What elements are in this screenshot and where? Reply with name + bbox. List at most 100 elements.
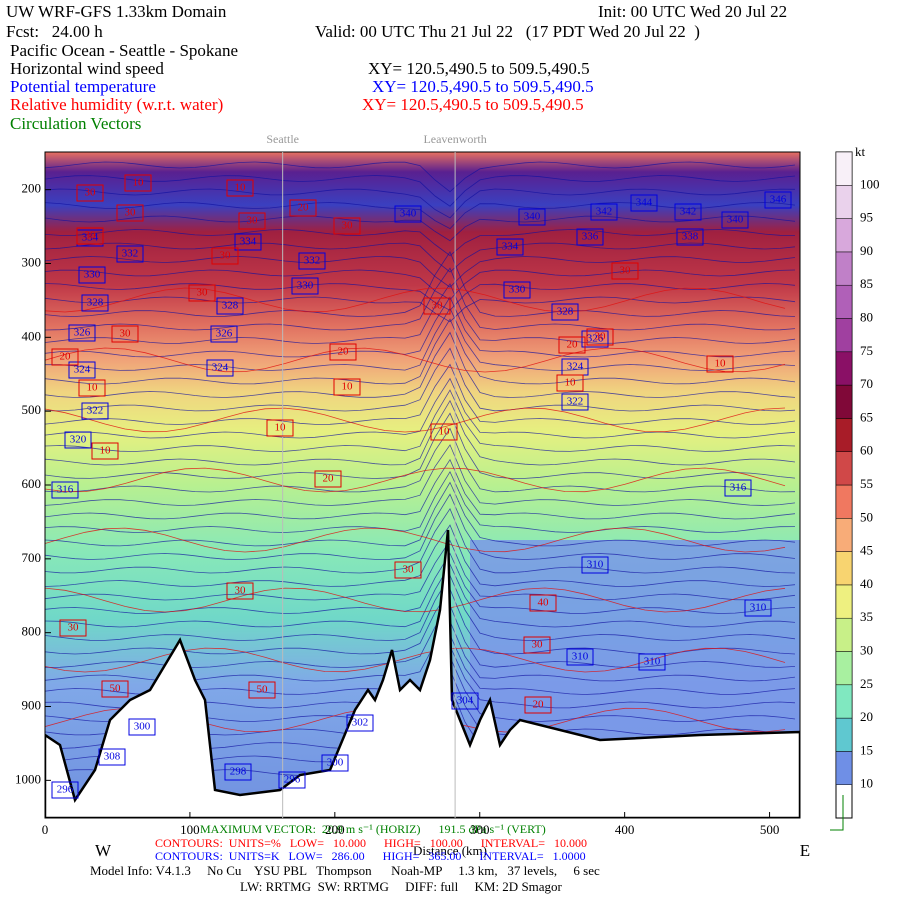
rh-isoline	[45, 647, 786, 673]
theta-label-box	[496, 238, 524, 256]
field-name: Potential temperature	[10, 77, 156, 96]
rh-isoline	[45, 287, 786, 313]
colorbar-box	[835, 351, 853, 386]
theta-label-box	[566, 648, 594, 666]
rh-label: 30	[120, 328, 132, 340]
west-label: W	[95, 841, 112, 860]
isoline	[45, 412, 796, 479]
isoline	[45, 307, 796, 371]
colorbar-label: 40	[860, 576, 873, 591]
isoline	[45, 444, 796, 506]
rh-label-box	[529, 594, 557, 612]
isoline	[45, 574, 796, 641]
colorbar-box	[835, 651, 853, 686]
rh-label: 10	[565, 377, 577, 389]
theta-label: 344	[636, 197, 653, 209]
colorbar-label: 55	[860, 476, 873, 491]
isoline	[45, 283, 796, 344]
rh-isoline	[45, 587, 786, 613]
rh-label: 20	[323, 473, 335, 485]
rh-label-box	[76, 184, 104, 202]
y-tick-label: 700	[22, 550, 42, 565]
colorbar-label: 15	[860, 742, 873, 757]
rh-label-box	[188, 284, 216, 302]
model-info: Model Info: V4.1.3 No Cu YSU PBL Thompso…	[90, 863, 600, 878]
x-tick-label: 100	[180, 822, 200, 837]
theta-label: 326	[216, 328, 233, 340]
colorbar-label: 85	[860, 276, 873, 291]
physics-info: LW: RRTMG SW: RRTMG DIFF: full KM: 2D Sm…	[240, 879, 563, 894]
theta-label-box	[68, 361, 96, 379]
theta-label: 340	[400, 208, 417, 220]
isoline	[45, 493, 796, 560]
theta-label: 336	[582, 231, 599, 243]
theta-label-box	[581, 556, 609, 574]
theta-label-box	[674, 203, 702, 221]
theta-label-box	[744, 599, 772, 617]
rh-label: 30	[125, 207, 137, 219]
isoline	[45, 242, 796, 273]
theta-label-box	[81, 402, 109, 420]
rh-isoline	[45, 467, 786, 493]
x-tick-label: 0	[42, 822, 49, 837]
isoline	[45, 318, 796, 385]
valid-time: Valid: 00 UTC Thu 21 Jul 22 (17 PDT Wed …	[315, 22, 700, 41]
rh-label: 30	[68, 622, 80, 634]
rh-label-box	[76, 227, 104, 245]
theta-label-box	[503, 281, 531, 299]
theta-label: 296	[57, 784, 74, 796]
theta-label: 328	[557, 306, 574, 318]
theta-label: 310	[644, 656, 661, 668]
rh-label: 30	[197, 287, 209, 299]
theta-label-box	[210, 325, 238, 343]
isoline	[45, 539, 796, 601]
colorbar-label: 25	[860, 676, 873, 691]
theta-label: 340	[727, 214, 744, 226]
theta-label: 334	[240, 236, 257, 248]
rh-label: 30	[85, 187, 97, 199]
y-tick-label: 400	[22, 328, 42, 343]
rh-label-box	[333, 217, 361, 235]
rh-label-box	[226, 582, 254, 600]
isoline	[45, 251, 796, 317]
isoline	[45, 347, 796, 412]
theta-label-box	[581, 330, 609, 348]
theta-label-box	[394, 205, 422, 223]
theta-label-box	[78, 266, 106, 284]
x-tick-label: 300	[470, 822, 490, 837]
y-tick-label: 600	[22, 476, 42, 491]
rh-label-box	[78, 379, 106, 397]
colorbar-box	[835, 151, 853, 186]
y-tick-label: 300	[22, 254, 42, 269]
y-tick-label: 900	[22, 697, 42, 712]
theta-label-box	[721, 211, 749, 229]
y-tick-label: 500	[22, 402, 42, 417]
colorbar-box	[835, 751, 853, 785]
theta-label: 324	[212, 362, 229, 374]
theta-label: 296	[284, 774, 301, 786]
field-name: Horizontal wind speed	[10, 59, 164, 78]
theta-label: 340	[524, 211, 541, 223]
rh-label-box	[111, 325, 139, 343]
colorbar-unit: kt	[855, 144, 866, 159]
isoline	[45, 296, 796, 323]
rh-label-box	[394, 561, 422, 579]
theta-label: 302	[352, 717, 369, 729]
colorbar-box	[835, 284, 853, 319]
rh-isoline	[45, 407, 786, 433]
isoline	[45, 256, 796, 288]
colorbar-label: 60	[860, 443, 873, 458]
rh-label-box	[523, 636, 551, 654]
theta-label: 330	[509, 284, 526, 296]
colorbar-box	[835, 684, 853, 719]
colorbar-label: 20	[860, 709, 873, 724]
theta-label: 328	[222, 300, 239, 312]
isoline	[45, 470, 796, 533]
isoline	[45, 563, 796, 628]
subtitle: Pacific Ocean - Seattle - Spokane	[10, 41, 238, 60]
theta-label-box	[724, 479, 752, 497]
y-tick-label: 800	[22, 624, 42, 639]
colorbar-label: 90	[860, 243, 873, 258]
theta-label: 322	[567, 396, 584, 408]
reference-vector	[830, 795, 844, 831]
